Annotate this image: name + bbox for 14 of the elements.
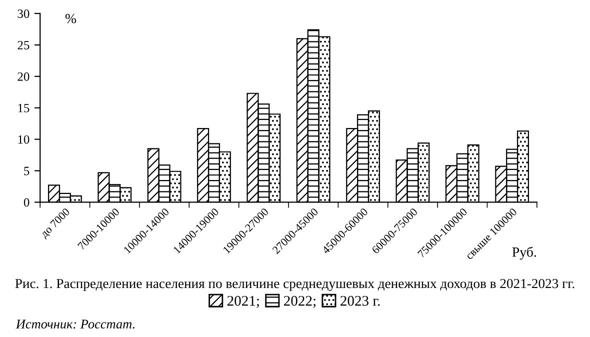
text: Источник: Росстат. (16, 320, 134, 329)
y-axis-title: % (65, 14, 76, 24)
legend-label: 2021; (227, 296, 259, 308)
y-tick-label: 30 (18, 10, 30, 18)
y-tick-label: 5 (24, 166, 30, 176)
legend-label: 2022; (284, 296, 316, 308)
y-tick-label: 10 (18, 135, 30, 144)
text: Рис. 1. Распределение населения по величине среднедушевых денежных доходов в 2021-2023 гг. (15, 278, 574, 291)
legend-label: 2023 г. (340, 296, 380, 306)
x-axis-title: Руб. (512, 246, 536, 260)
y-tick-label: 25 (18, 40, 30, 50)
y-tick-label: 15 (18, 104, 30, 112)
y-tick-label: 0 (24, 198, 30, 207)
y-tick-label: 20 (18, 72, 30, 81)
